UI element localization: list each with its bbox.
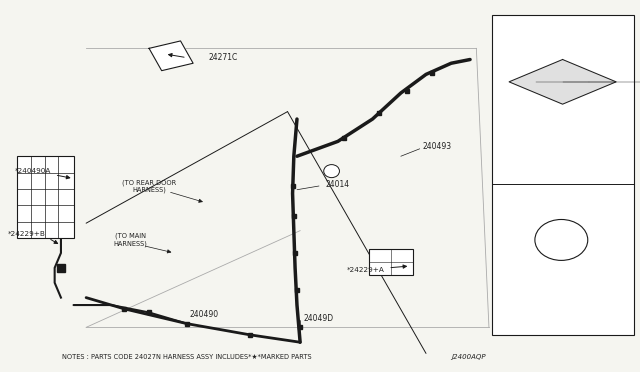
Text: 24014: 24014 [325,180,349,189]
FancyBboxPatch shape [17,156,74,238]
Text: φ30: φ30 [557,241,572,247]
Text: 24049D: 24049D [303,314,333,323]
Text: *24229+B: *24229+B [7,231,45,237]
Bar [492,15,634,335]
Text: NOTES : PARTS CODE 24027N HARNESS ASSY INCLUDES*★*MARKED PARTS: NOTES : PARTS CODE 24027N HARNESS ASSY I… [62,354,312,360]
Text: (TO MAIN
HARNESS): (TO MAIN HARNESS) [113,233,147,247]
Text: 240490: 240490 [190,310,219,319]
Text: 120: 120 [527,72,540,78]
Text: 24271CA: 24271CA [545,115,580,124]
Text: (TO REAR DOOR
HARNESS): (TO REAR DOOR HARNESS) [122,179,176,193]
Polygon shape [149,41,193,71]
Text: J2400AQP: J2400AQP [451,354,486,360]
Text: *240490A: *240490A [15,168,51,174]
Polygon shape [509,60,616,104]
Text: 24269C: 24269C [547,271,576,280]
FancyBboxPatch shape [369,249,413,275]
Text: 24271C: 24271C [209,53,238,62]
Text: 60: 60 [588,72,596,78]
Text: *24229+A: *24229+A [348,267,385,273]
Ellipse shape [535,219,588,260]
Text: 240493: 240493 [423,142,452,151]
Text: PLUG HOLE: PLUG HOLE [541,191,584,200]
Ellipse shape [324,165,339,178]
